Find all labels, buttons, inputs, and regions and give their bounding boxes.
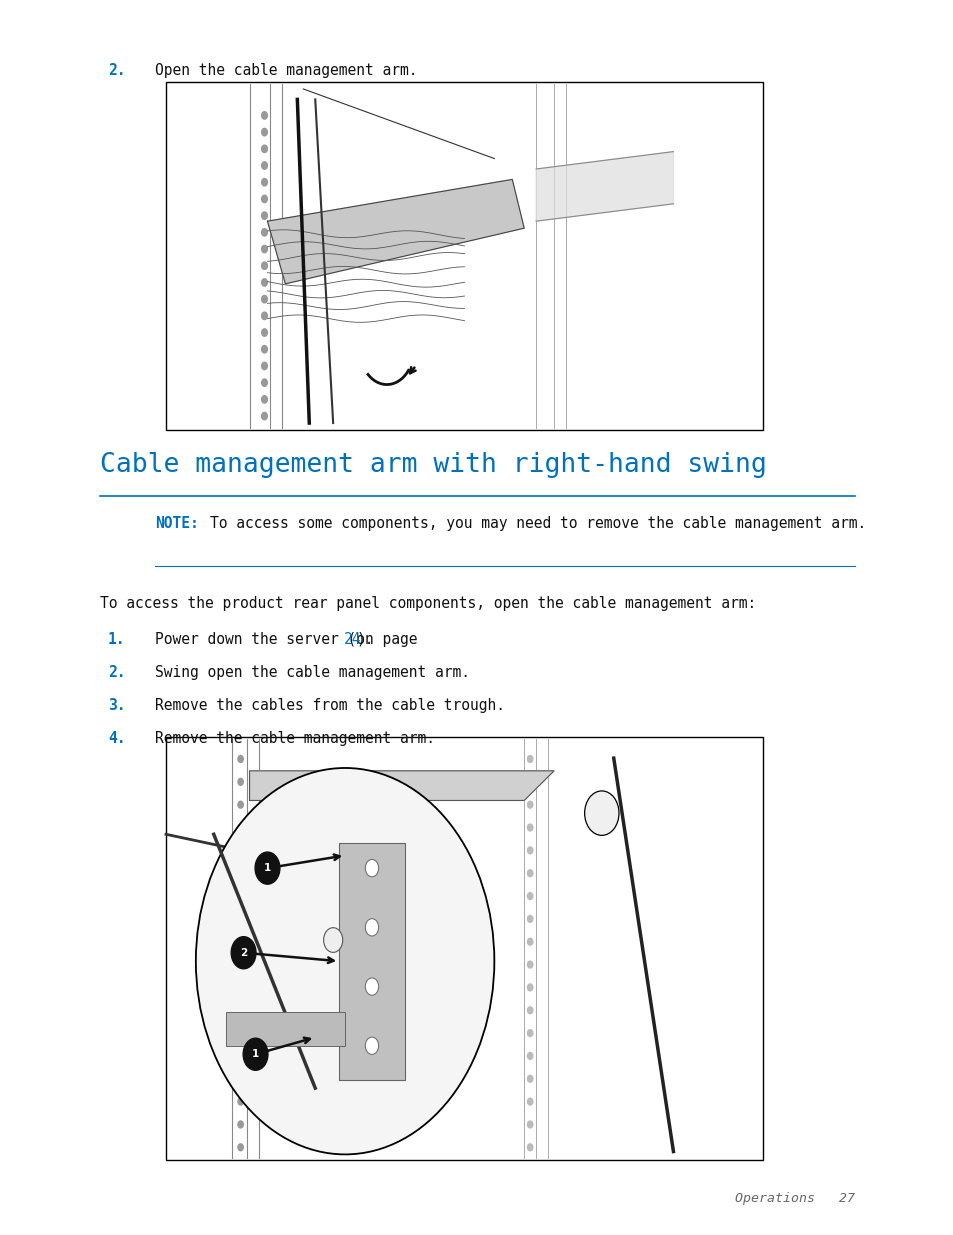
Circle shape: [237, 824, 243, 831]
Circle shape: [243, 1039, 268, 1071]
Circle shape: [261, 312, 267, 320]
Circle shape: [261, 379, 267, 387]
Circle shape: [527, 1144, 533, 1151]
Circle shape: [261, 346, 267, 353]
Polygon shape: [536, 152, 673, 221]
Circle shape: [237, 893, 243, 899]
Circle shape: [195, 768, 494, 1155]
Circle shape: [237, 1098, 243, 1105]
Circle shape: [261, 362, 267, 369]
Circle shape: [527, 939, 533, 945]
Circle shape: [237, 915, 243, 923]
Text: To access some components, you may need to remove the cable management arm.: To access some components, you may need …: [210, 516, 865, 531]
Circle shape: [527, 893, 533, 899]
Circle shape: [261, 144, 267, 152]
Bar: [166, 82, 762, 430]
Text: To access the product rear panel components, open the cable management arm:: To access the product rear panel compone…: [100, 597, 756, 611]
Bar: [166, 737, 762, 1160]
Circle shape: [261, 128, 267, 136]
Text: 1: 1: [252, 1050, 259, 1060]
Circle shape: [237, 778, 243, 785]
Circle shape: [237, 1007, 243, 1014]
Circle shape: [527, 961, 533, 968]
Circle shape: [261, 179, 267, 186]
Circle shape: [237, 847, 243, 853]
Circle shape: [231, 936, 255, 968]
Circle shape: [261, 412, 267, 420]
Circle shape: [261, 162, 267, 169]
Text: ).: ).: [356, 632, 374, 647]
Circle shape: [237, 961, 243, 968]
Circle shape: [527, 984, 533, 990]
Circle shape: [527, 1007, 533, 1014]
Circle shape: [527, 915, 533, 923]
Circle shape: [527, 824, 533, 831]
Circle shape: [527, 756, 533, 762]
Circle shape: [261, 228, 267, 236]
Circle shape: [254, 852, 279, 884]
Circle shape: [237, 1076, 243, 1082]
Circle shape: [261, 262, 267, 269]
Circle shape: [527, 1121, 533, 1128]
Circle shape: [365, 1037, 378, 1055]
Circle shape: [237, 802, 243, 808]
Circle shape: [527, 802, 533, 808]
Text: Remove the cable management arm.: Remove the cable management arm.: [154, 731, 435, 746]
Text: 1: 1: [264, 863, 271, 873]
Circle shape: [237, 756, 243, 762]
Text: Cable management arm with right-hand swing: Cable management arm with right-hand swi…: [100, 452, 766, 478]
Circle shape: [261, 246, 267, 253]
Circle shape: [261, 212, 267, 220]
Text: Remove the cables from the cable trough.: Remove the cables from the cable trough.: [154, 698, 504, 713]
Circle shape: [323, 927, 342, 952]
Text: 2.: 2.: [108, 664, 126, 680]
Text: Open the cable management arm.: Open the cable management arm.: [154, 63, 417, 78]
Circle shape: [365, 978, 378, 995]
Bar: [338, 842, 404, 1079]
Circle shape: [237, 1144, 243, 1151]
Circle shape: [237, 984, 243, 990]
Circle shape: [261, 111, 267, 119]
Text: 4.: 4.: [108, 731, 126, 746]
Text: 3.: 3.: [108, 698, 126, 713]
Circle shape: [365, 919, 378, 936]
Circle shape: [527, 778, 533, 785]
Circle shape: [237, 1052, 243, 1060]
Circle shape: [584, 790, 618, 835]
Circle shape: [527, 847, 533, 853]
Circle shape: [527, 1098, 533, 1105]
Text: Operations   27: Operations 27: [734, 1192, 854, 1205]
Circle shape: [527, 1030, 533, 1036]
Circle shape: [365, 860, 378, 877]
Text: 24: 24: [344, 632, 361, 647]
Circle shape: [261, 395, 267, 403]
Circle shape: [261, 279, 267, 287]
Text: 2.: 2.: [108, 63, 126, 78]
Text: 1.: 1.: [108, 632, 126, 647]
Polygon shape: [250, 771, 554, 800]
Circle shape: [237, 869, 243, 877]
Circle shape: [527, 1076, 533, 1082]
Circle shape: [261, 195, 267, 203]
Polygon shape: [267, 179, 523, 284]
Circle shape: [527, 869, 533, 877]
Circle shape: [237, 1121, 243, 1128]
Text: 2: 2: [240, 947, 247, 957]
Text: Swing open the cable management arm.: Swing open the cable management arm.: [154, 664, 470, 680]
Circle shape: [261, 295, 267, 303]
Circle shape: [237, 1030, 243, 1036]
Circle shape: [527, 1052, 533, 1060]
Text: NOTE:: NOTE:: [154, 516, 198, 531]
Circle shape: [261, 329, 267, 336]
Text: Power down the server (on page: Power down the server (on page: [154, 632, 426, 647]
Circle shape: [237, 939, 243, 945]
Bar: [226, 1011, 345, 1046]
